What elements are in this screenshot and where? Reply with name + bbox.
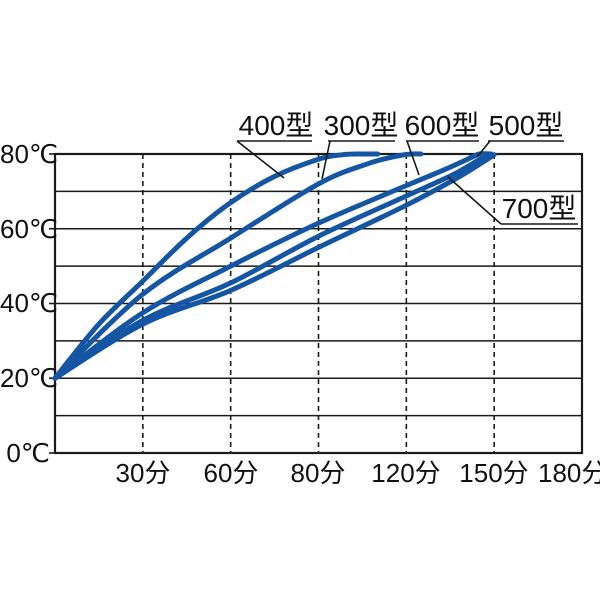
x-axis-label-80min: 80分 — [290, 458, 346, 488]
label-leader-300 — [321, 140, 331, 180]
series-label-600: 600型 — [404, 110, 480, 141]
curve-500 — [52, 151, 494, 381]
x-axis-label-60min: 60分 — [203, 458, 259, 488]
label-leader-400 — [236, 140, 285, 179]
y-axis-label-20c: 20℃ — [0, 363, 59, 393]
label-leader-700 — [447, 176, 502, 225]
x-axis-label-150min: 150分 — [459, 458, 529, 488]
series-label-500: 500型 — [488, 110, 564, 141]
plot-border — [53, 152, 584, 455]
y-axis-label-60c: 60℃ — [0, 214, 59, 244]
y-axis-label-40c: 40℃ — [0, 288, 59, 318]
label-leader-500 — [476, 140, 491, 158]
y-axis-label-80c: 80℃ — [0, 139, 59, 169]
series-label-300: 300型 — [323, 110, 399, 141]
curve-600 — [52, 151, 494, 381]
series-label-700: 700型 — [501, 193, 577, 224]
x-axis-label-180min: 180分 — [538, 458, 600, 488]
y-axis-label-0c: 0℃ — [6, 438, 50, 468]
curve-400 — [52, 151, 381, 381]
series-label-400: 400型 — [238, 110, 314, 141]
curve-300 — [52, 151, 424, 381]
x-axis-label-120min: 120分 — [371, 458, 441, 488]
curve-700 — [52, 152, 497, 381]
label-leader-600 — [406, 140, 420, 176]
x-axis-label-30min: 30分 — [115, 458, 171, 488]
